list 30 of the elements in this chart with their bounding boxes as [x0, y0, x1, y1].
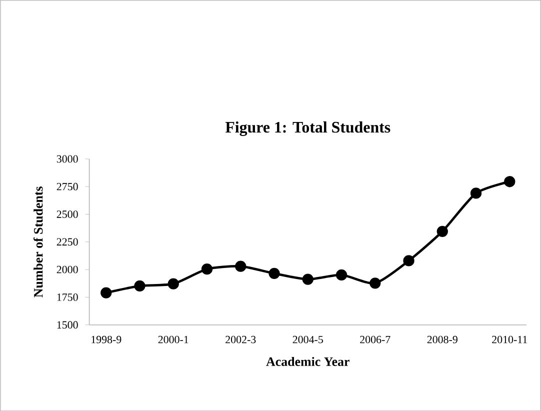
y-tick-label: 2250 — [56, 238, 78, 246]
point — [302, 274, 314, 285]
y-tick-label: 1500 — [57, 321, 78, 328]
x-tick-label: 2008-9 — [427, 336, 458, 344]
point — [436, 226, 448, 237]
y-tick-label: 3000 — [56, 155, 78, 162]
x-tick-label: 2004-5 — [292, 336, 323, 344]
point — [100, 287, 112, 298]
x-tick-label: 2002-3 — [226, 336, 256, 344]
point — [201, 263, 213, 275]
chart-title: Figure 1: Total Students — [225, 121, 390, 136]
x-axis-title: Academic Year — [266, 356, 350, 366]
point — [168, 278, 179, 290]
point — [504, 176, 516, 188]
point — [370, 277, 381, 289]
point — [134, 280, 146, 292]
y-tick-label: 2750 — [56, 182, 78, 190]
y-axis-title: Number of Students — [33, 186, 43, 298]
point — [470, 188, 482, 199]
point — [403, 254, 414, 266]
point — [235, 260, 246, 272]
x-tick-label: 2010-11 — [492, 336, 528, 344]
point — [268, 268, 280, 279]
y-tick-label: 1750 — [57, 293, 78, 301]
y-tick-label: 2000 — [56, 266, 78, 274]
x-tick-label: 2006-7 — [360, 336, 390, 344]
point — [336, 269, 348, 280]
y-tick-label: 2500 — [56, 210, 78, 218]
x-tick-label: 1998-9 — [92, 336, 122, 344]
x-tick-label: 2000-1 — [158, 336, 188, 344]
